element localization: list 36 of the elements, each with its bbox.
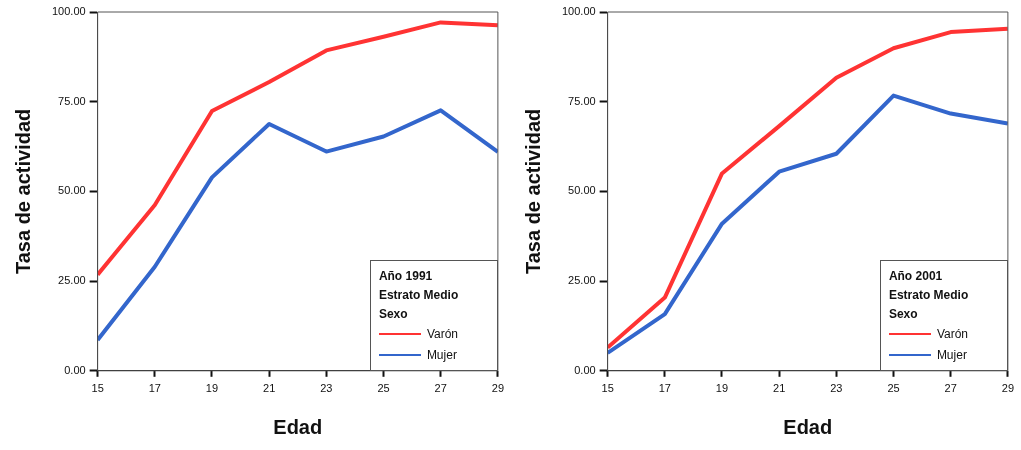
x-tick-label: 15	[91, 382, 104, 395]
y-axis-title: Tasa de actividad	[521, 108, 544, 275]
legend-title: Año 2001 Estrato Medio Sexo	[888, 267, 970, 323]
y-tick-label: 0.00	[64, 363, 86, 376]
x-tick-label: 27	[944, 382, 957, 395]
y-tick-label: 75.00	[568, 94, 596, 107]
x-tick-label: 21	[773, 382, 786, 395]
y-tick-label: 100.00	[51, 5, 86, 18]
y-tick-label: 25.00	[568, 274, 596, 287]
y-tick-label: 50.00	[568, 184, 596, 197]
x-tick-label: 21	[263, 382, 276, 395]
legend-label: Varón	[426, 327, 459, 342]
y-tick-label: 100.00	[561, 5, 596, 18]
x-tick-label: 17	[658, 382, 671, 395]
x-tick-label: 29	[491, 382, 505, 395]
x-tick-label: 15	[601, 382, 614, 395]
x-tick-label: 17	[148, 382, 161, 395]
x-tick-label: 19	[205, 382, 219, 395]
x-tick-label: 23	[830, 382, 843, 395]
legend-title: Año 1991 Estrato Medio Sexo	[378, 267, 460, 323]
y-axis-title: Tasa de actividad	[11, 108, 34, 275]
y-tick-label: 75.00	[58, 94, 86, 107]
y-tick-label: 0.00	[574, 363, 596, 376]
x-tick-label: 23	[320, 382, 333, 395]
x-axis-title: Edad	[783, 415, 833, 438]
x-tick-label: 29	[1001, 382, 1015, 395]
y-tick-label: 50.00	[58, 184, 86, 197]
x-axis-title: Edad	[273, 415, 323, 438]
x-tick-label: 27	[434, 382, 447, 395]
x-tick-label: 25	[887, 382, 900, 395]
legend-label: Mujer	[936, 348, 967, 363]
legend-label: Mujer	[426, 348, 457, 363]
x-tick-label: 25	[377, 382, 390, 395]
x-tick-label: 19	[715, 382, 729, 395]
legend-label: Varón	[936, 327, 969, 342]
y-tick-label: 25.00	[58, 274, 86, 287]
